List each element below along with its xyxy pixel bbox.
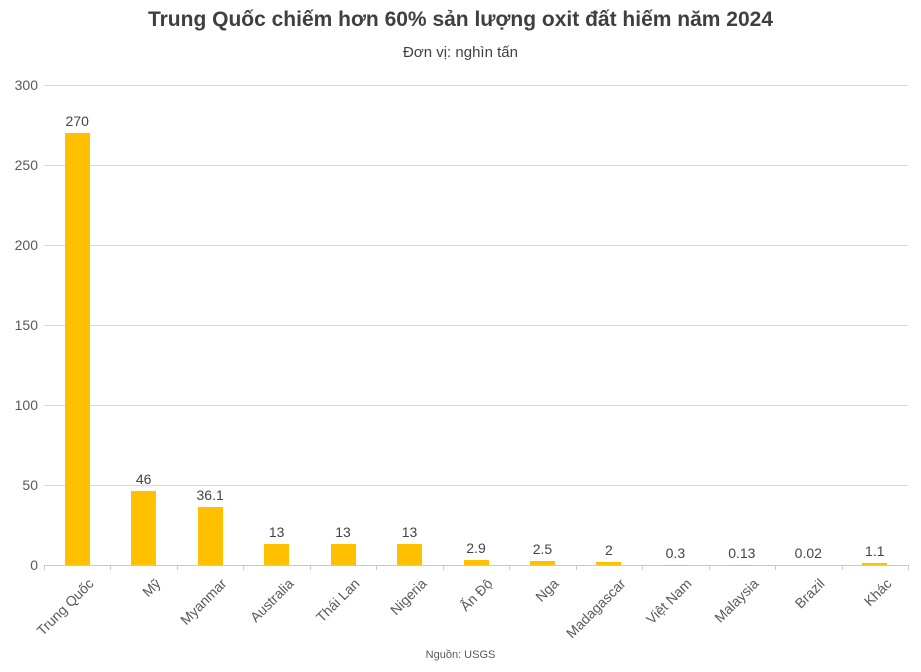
- bar-value-label: 0.13: [728, 544, 756, 561]
- x-axis-tick: [44, 565, 45, 570]
- chart-source-label: Nguồn: USGS: [425, 649, 496, 661]
- bar-value-label: 13: [401, 524, 418, 541]
- bar-value-label: 36.1: [196, 487, 224, 504]
- x-axis-tick: [642, 565, 644, 570]
- bar: [596, 561, 622, 565]
- x-axis-category-label: Thái Lan: [312, 575, 363, 626]
- x-axis-category-label: Myanmar: [177, 575, 230, 628]
- bar-value-label: 2.9: [466, 540, 486, 557]
- x-axis-tick: [110, 565, 112, 570]
- x-axis-category-label: Brazil: [791, 575, 828, 612]
- x-axis-tick: [775, 565, 777, 570]
- x-axis-category-label: Khác: [860, 575, 895, 610]
- bar: [64, 133, 90, 565]
- bar-value-label: 1.1: [865, 543, 885, 560]
- x-axis-tick: [176, 565, 178, 570]
- x-axis-category-label: Australia: [246, 575, 297, 626]
- bar-value-label: 13: [335, 524, 351, 541]
- bar-value-label: 13: [268, 524, 285, 541]
- gridline: [44, 405, 908, 406]
- gridline: [44, 85, 908, 86]
- bar: [463, 560, 489, 565]
- x-axis-category-label: Trung Quốc: [33, 575, 97, 639]
- x-axis-category-label: Mỹ: [138, 575, 164, 600]
- y-axis-tick-label: 100: [14, 397, 38, 413]
- x-axis-category-label: Ấn Độ: [456, 575, 496, 615]
- bar-value-label: 0.02: [794, 544, 822, 561]
- bar: [862, 563, 888, 565]
- gridline: [44, 245, 908, 246]
- chart-subtitle: Đơn vị: nghìn tấn: [403, 44, 518, 61]
- bar: [197, 507, 223, 565]
- bar-value-label: 2.5: [532, 541, 553, 557]
- x-axis-category-label: Malaysia: [711, 575, 762, 626]
- y-axis-tick-label: 200: [14, 237, 38, 253]
- bar-value-label: 0.3: [665, 544, 686, 561]
- gridline: [44, 165, 908, 166]
- gridline: [44, 485, 908, 486]
- bar: [397, 544, 423, 565]
- bar: [529, 561, 555, 565]
- x-axis-category-label: Nga: [532, 575, 563, 605]
- x-axis-tick: [908, 565, 909, 570]
- x-axis-tick: [442, 565, 444, 570]
- x-axis-category-label: Việt Nam: [643, 575, 695, 628]
- x-axis-tick: [708, 565, 710, 570]
- gridline: [44, 325, 908, 326]
- bar: [264, 544, 290, 565]
- bar-value-label: 2: [605, 541, 613, 558]
- x-axis-tick: [509, 565, 511, 570]
- bar: [330, 544, 356, 565]
- y-axis-tick-label: 300: [14, 77, 38, 93]
- x-axis-tick: [243, 565, 245, 570]
- chart-title: Trung Quốc chiếm hơn 60% sản lượng oxit …: [147, 8, 774, 31]
- y-axis-tick-label: 0: [30, 557, 38, 573]
- gridline: [44, 565, 908, 566]
- x-axis-category-label: Madagascar: [562, 575, 629, 642]
- x-axis-tick: [376, 565, 378, 570]
- x-axis-tick: [309, 565, 311, 570]
- x-axis-category-label: Nigeria: [386, 575, 430, 618]
- y-axis-tick-label: 250: [14, 157, 38, 173]
- x-axis-tick: [575, 565, 577, 570]
- bar-value-label: 46: [135, 471, 152, 488]
- bar: [131, 491, 157, 565]
- bar-value-label: 270: [65, 113, 89, 129]
- y-axis-tick-label: 150: [14, 317, 38, 333]
- y-axis-tick-label: 50: [22, 477, 38, 493]
- x-axis-tick: [841, 565, 843, 570]
